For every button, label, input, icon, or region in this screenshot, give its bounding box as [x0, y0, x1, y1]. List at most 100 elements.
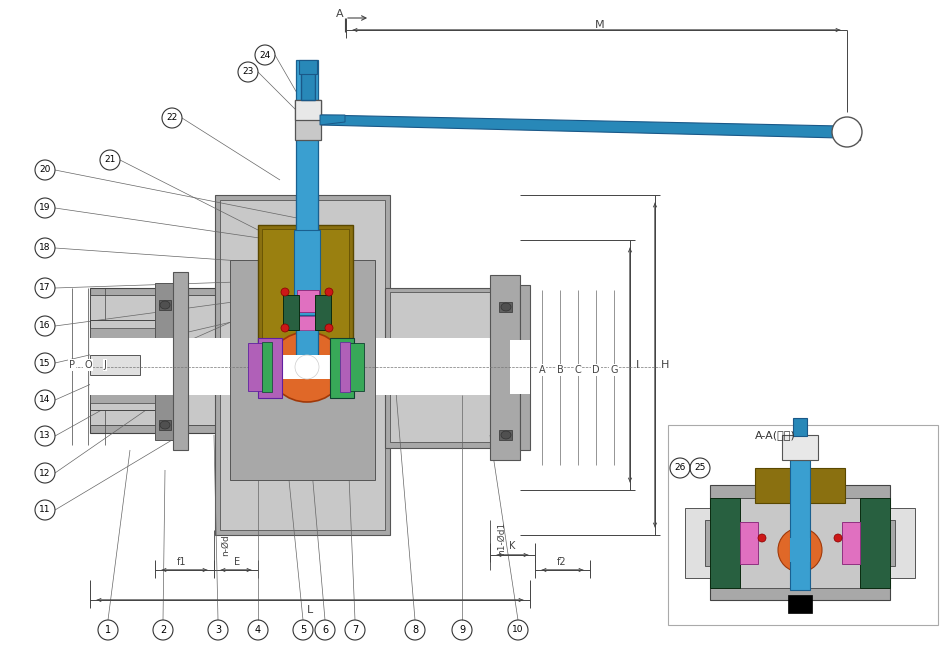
Text: L: L [307, 605, 313, 615]
Bar [248, 343, 262, 391]
Ellipse shape [758, 534, 766, 542]
Text: 3: 3 [214, 625, 221, 635]
Ellipse shape [325, 324, 333, 332]
Text: f1: f1 [177, 557, 187, 567]
Bar [90, 355, 140, 375]
Text: 1: 1 [105, 625, 111, 635]
Bar [301, 72, 315, 100]
Bar [159, 420, 171, 430]
Text: 5: 5 [300, 625, 307, 635]
Bar [155, 283, 175, 440]
Text: 10: 10 [512, 626, 524, 635]
Bar [860, 498, 890, 588]
Text: A-A(局部): A-A(局部) [754, 430, 795, 440]
Text: 18: 18 [39, 244, 50, 252]
Ellipse shape [160, 421, 170, 429]
Text: D: D [592, 365, 600, 375]
Ellipse shape [834, 534, 842, 542]
Text: 25: 25 [695, 464, 706, 473]
Polygon shape [320, 115, 840, 138]
Bar [90, 320, 175, 410]
Bar [295, 100, 321, 120]
Bar [790, 460, 810, 590]
Bar [499, 302, 512, 312]
Bar [315, 295, 331, 330]
Text: 11: 11 [39, 506, 50, 515]
Text: I: I [636, 360, 640, 370]
Text: M: M [595, 20, 605, 30]
Bar [215, 195, 390, 535]
Bar [90, 338, 530, 395]
Bar [350, 343, 364, 391]
Bar [294, 230, 320, 315]
Ellipse shape [832, 117, 862, 147]
Text: K: K [509, 541, 515, 551]
Bar [705, 520, 725, 566]
Bar [90, 328, 175, 403]
Bar [90, 295, 215, 425]
Bar [297, 316, 319, 330]
Text: 9: 9 [459, 625, 465, 635]
Text: f2: f2 [557, 557, 567, 567]
Bar [790, 538, 810, 562]
Bar [295, 100, 321, 140]
Bar [725, 498, 875, 588]
Bar [875, 520, 895, 566]
Bar [788, 595, 812, 613]
Text: 21: 21 [104, 155, 116, 164]
Bar [490, 275, 520, 460]
Text: n1-Ød1: n1-Ød1 [497, 521, 506, 555]
Bar [220, 200, 385, 530]
Text: B: B [557, 365, 564, 375]
Text: 19: 19 [39, 204, 50, 212]
Ellipse shape [325, 288, 333, 296]
Bar [885, 508, 915, 578]
Text: 7: 7 [352, 625, 358, 635]
Text: 2: 2 [159, 625, 166, 635]
Text: 4: 4 [255, 625, 261, 635]
Bar [385, 288, 525, 448]
Ellipse shape [778, 528, 822, 572]
Bar [755, 468, 845, 503]
Polygon shape [320, 115, 345, 125]
Text: P: P [69, 360, 75, 370]
Text: A: A [336, 9, 344, 19]
Text: 24: 24 [259, 50, 270, 59]
Bar [159, 300, 171, 310]
Ellipse shape [269, 332, 345, 402]
Bar [173, 272, 188, 450]
Ellipse shape [501, 431, 511, 439]
Text: O: O [84, 360, 92, 370]
Bar [90, 288, 220, 433]
Bar [520, 285, 530, 450]
Text: n-Ød: n-Ød [221, 534, 230, 556]
Bar [297, 290, 319, 312]
Bar [782, 435, 818, 460]
Bar [793, 418, 807, 436]
Text: 14: 14 [39, 395, 50, 404]
Bar [499, 430, 512, 440]
Ellipse shape [281, 288, 289, 296]
Text: 15: 15 [39, 359, 50, 368]
Bar [710, 498, 740, 588]
Bar [262, 229, 349, 351]
Text: 13: 13 [39, 432, 50, 441]
Bar [296, 60, 318, 370]
Text: G: G [610, 365, 618, 375]
Text: 26: 26 [675, 464, 686, 473]
Bar [299, 60, 317, 74]
Ellipse shape [160, 301, 170, 309]
Bar [262, 342, 272, 392]
Bar [510, 340, 530, 394]
Ellipse shape [501, 303, 511, 311]
Bar [340, 342, 350, 392]
Text: A: A [539, 365, 546, 375]
Text: 23: 23 [242, 68, 253, 77]
Bar [668, 425, 938, 625]
Text: 16: 16 [39, 321, 50, 330]
Bar [269, 355, 345, 379]
Bar [330, 338, 354, 398]
Bar [685, 508, 715, 578]
Text: 8: 8 [412, 625, 419, 635]
Text: 17: 17 [39, 284, 50, 292]
